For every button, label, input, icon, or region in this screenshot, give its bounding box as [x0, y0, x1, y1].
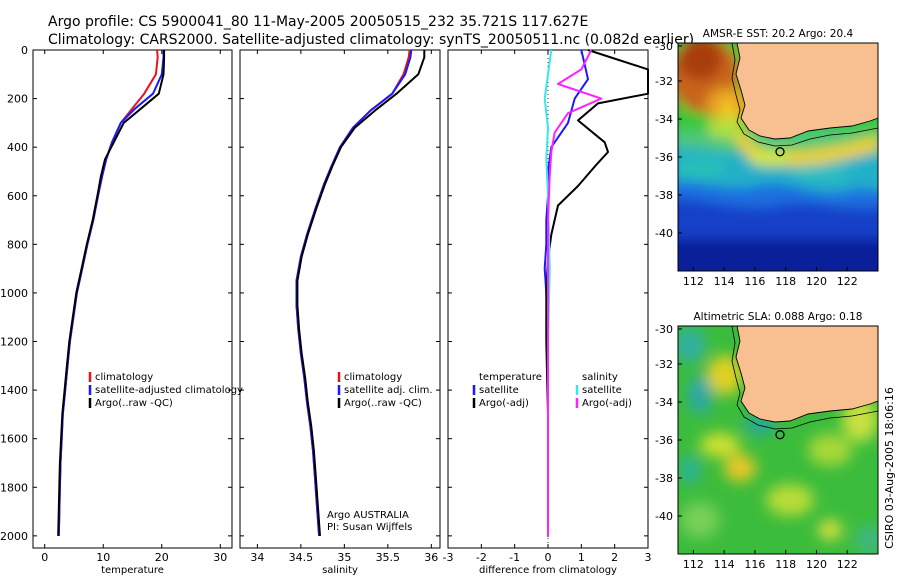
map-ytick-label: -30 — [655, 323, 673, 336]
shelf-contour-2 — [731, 326, 878, 430]
sal-xtick-label: 34 — [250, 551, 264, 564]
diff-legend-right-label: salinity — [582, 372, 618, 383]
map-ytick-label: -40 — [655, 227, 673, 240]
sal-plot-frame — [239, 49, 441, 549]
diff-legend-left-label: temperature — [479, 372, 542, 383]
depth-tick-label: 200 — [7, 93, 28, 106]
map-ytick-label: -34 — [655, 113, 673, 126]
sal-xtick-label: 36 — [424, 551, 438, 564]
map-xtick-label: 118 — [775, 558, 796, 571]
diff-xtick-label: 2 — [611, 551, 618, 564]
map-ytick-label: -32 — [655, 75, 673, 88]
temp-xlabel: temperature — [101, 565, 164, 576]
depth-tick-label: 1800 — [0, 481, 28, 494]
map-xtick-label: 116 — [744, 558, 765, 571]
temperature-panel: 0 10 20 30 temperature 0 200 400 600 800 1000 1200 1… — [0, 44, 243, 576]
temp-xtick-label: 10 — [96, 551, 110, 564]
series-line-satellite-adj-clim- — [295, 49, 413, 536]
map-ytick-label: -30 — [655, 40, 673, 53]
map-xtick-label: 122 — [837, 558, 858, 571]
map-xtick-label: 120 — [806, 275, 827, 288]
sal-legend-label: climatology — [344, 372, 402, 383]
figure-title-line1: Argo profile: CS 5900041_80 11-May-2005 … — [48, 14, 588, 30]
sal-xtick-label: 35.5 — [376, 551, 401, 564]
series-line-salinity-argo-adj- — [547, 49, 603, 536]
diff-legend-left-label: satellite — [479, 385, 519, 396]
map-xtick-label: 112 — [683, 275, 704, 288]
series-line-climatology — [57, 49, 159, 536]
float-credit-line: PI: Susan Wijffels — [327, 522, 412, 533]
sst-map-title: AMSR-E SST: 20.2 Argo: 20.4 — [703, 28, 854, 40]
depth-tick-label: 2000 — [0, 530, 28, 543]
shelf-contour — [731, 43, 878, 147]
map-ytick-label: -38 — [655, 472, 673, 485]
diff-xlabel: difference from climatology — [479, 565, 617, 576]
map-xtick-label: 118 — [775, 275, 796, 288]
series-line-temperature-argo-adj- — [545, 49, 649, 536]
map-xtick-label: 114 — [714, 558, 735, 571]
sla-map: Altimetric SLA: 0.088 Argo: 0.18 — [655, 311, 879, 571]
sst-map-axes: 112 114 116 118 120 122 -30 -32 -34 -36 -38 -40 — [655, 40, 858, 288]
temp-xtick-label: 30 — [213, 551, 227, 564]
diff-xtick-label: -3 — [443, 551, 454, 564]
depth-tick-label: 600 — [7, 190, 28, 203]
figure-title-line2: Climatology: CARS2000. Satellite-adjuste… — [48, 32, 694, 48]
map-xtick-label: 112 — [683, 558, 704, 571]
series-line-satellite-adjusted-climatology — [57, 50, 165, 536]
depth-tick-label: 1400 — [0, 384, 28, 397]
map-xtick-label: 114 — [714, 275, 735, 288]
sal-legend-label: satellite adj. clim. — [344, 385, 433, 396]
depth-tick-label: 800 — [7, 238, 28, 251]
map-ytick-label: -38 — [655, 189, 673, 202]
land-australia-2 — [735, 326, 878, 423]
diff-legend-left-label: Argo(-adj) — [479, 398, 529, 409]
diff-xtick-label: 1 — [578, 551, 585, 564]
sal-xtick-label: 35 — [337, 551, 351, 564]
sal-legend-label: Argo(..raw -QC) — [344, 398, 422, 409]
diff-xtick-label: -1 — [509, 551, 520, 564]
sal-xtick-label: 34.5 — [289, 551, 314, 564]
diff-legend-right-label: Argo(-adj) — [582, 398, 632, 409]
map-ytick-label: -36 — [655, 434, 673, 447]
series-line-argo-raw-qc- — [57, 50, 166, 536]
sst-map: AMSR-E SST: 20.2 Argo: 20.4 1 — [655, 28, 879, 288]
sla-map-title: Altimetric SLA: 0.088 Argo: 0.18 — [694, 311, 863, 323]
map-ytick-label: -32 — [655, 358, 673, 371]
temp-plot-frame — [32, 49, 233, 549]
float-position-marker — [775, 147, 785, 157]
depth-tick-label: 1600 — [0, 433, 28, 446]
map-ytick-label: -34 — [655, 396, 673, 409]
temp-legend-label: satellite-adjusted climatology — [95, 385, 243, 396]
depth-tick-label: 0 — [21, 44, 28, 57]
float-position-marker-2 — [775, 430, 785, 440]
depth-tick-label: 400 — [7, 141, 28, 154]
diff-legend-right-label: satellite — [582, 385, 622, 396]
credit-stamp: CSIRO 03-Aug-2005 18:06:16 — [883, 387, 896, 549]
diff-xtick-label: 0 — [545, 551, 552, 564]
map-xtick-label: 122 — [837, 275, 858, 288]
difference-panel: -3 -2 -1 0 1 2 3 difference from climatology tem… — [443, 49, 652, 576]
diff-xtick-label: -2 — [476, 551, 487, 564]
salinity-panel: 34 34.5 35 35.5 36 salinity climatology satelli… — [239, 49, 441, 576]
map-xtick-label: 120 — [806, 558, 827, 571]
map-ytick-label: -40 — [655, 510, 673, 523]
float-credit-line: Argo AUSTRALIA — [327, 510, 409, 521]
temp-legend-label: Argo(..raw -QC) — [95, 398, 173, 409]
land-australia — [735, 43, 878, 140]
diff-xtick-label: 3 — [645, 551, 652, 564]
temp-xtick-label: 0 — [41, 551, 48, 564]
depth-tick-label: 1200 — [0, 336, 28, 349]
temp-legend-label: climatology — [95, 372, 153, 383]
sal-xlabel: salinity — [322, 565, 358, 576]
map-ytick-label: -36 — [655, 151, 673, 164]
sla-map-axes: 112 114 116 118 120 122 -30 -32 -34 -36 -38 -40 — [655, 323, 858, 571]
temp-xtick-label: 20 — [155, 551, 169, 564]
depth-tick-label: 1000 — [0, 287, 28, 300]
map-xtick-label: 116 — [744, 275, 765, 288]
series-line-argo-raw-qc- — [296, 50, 426, 536]
